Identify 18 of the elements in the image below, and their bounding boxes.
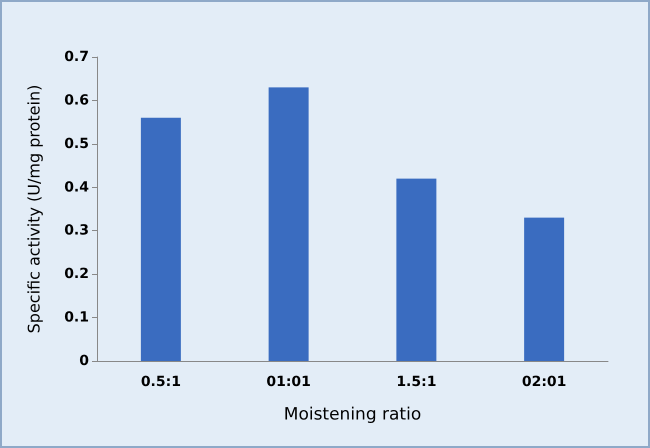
x-tick-label: 1.5:1 [396, 374, 436, 390]
bar [140, 118, 181, 361]
y-tick-label: 0.3 [64, 222, 89, 239]
x-tick-label: 01:01 [266, 374, 311, 390]
x-tick-label: 0.5:1 [140, 374, 181, 390]
bar [524, 218, 564, 361]
y-tick-label: 0.2 [64, 266, 89, 282]
x-tick-label: 02:01 [522, 374, 566, 390]
y-tick-label: 0.6 [64, 92, 89, 108]
y-tick-label: 0.5 [64, 136, 89, 152]
y-tick-label: 0.1 [64, 310, 89, 326]
y-axis-title: Specific activity (U/mg protein) [24, 84, 44, 334]
bar [396, 178, 436, 361]
y-tick-label: 0.7 [64, 49, 89, 65]
y-tick-label: 0 [79, 353, 90, 369]
bar [268, 87, 309, 361]
x-axis-title: Moistening ratio [284, 404, 422, 424]
y-tick-label: 0.4 [64, 179, 90, 196]
